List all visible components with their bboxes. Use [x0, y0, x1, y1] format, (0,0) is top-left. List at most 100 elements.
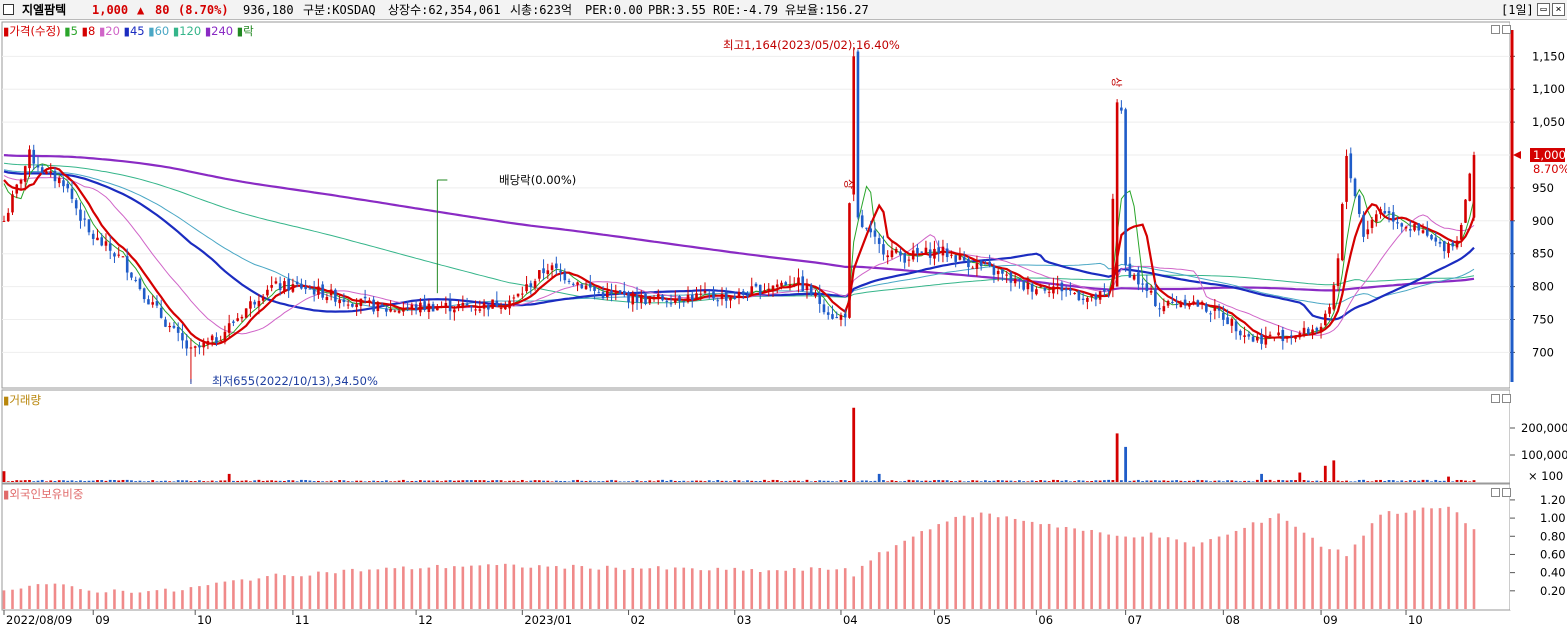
volume-bar	[1030, 480, 1034, 482]
candle-body	[210, 335, 214, 341]
volume-axis: 200,000 100,000 × 100	[1510, 421, 1567, 483]
volume-bar	[920, 480, 924, 482]
foreign-ratio-bar	[1396, 513, 1399, 609]
foreign-ratio-bar	[172, 591, 176, 609]
candle-body	[1166, 300, 1170, 306]
x-tick-label: 12	[418, 613, 433, 627]
period-selector[interactable]: [1일]	[1501, 3, 1534, 17]
candle-body	[903, 253, 906, 263]
close-icon[interactable]: ×	[1552, 3, 1565, 16]
volume-bar	[142, 481, 146, 482]
candle-body	[321, 284, 324, 298]
foreign-ratio-bar	[809, 567, 813, 609]
candle-body	[1264, 335, 1268, 345]
candle-body	[669, 303, 673, 305]
candle-body	[448, 300, 452, 312]
volume-bar	[1213, 480, 1217, 482]
panel-close-icon[interactable]	[1502, 488, 1511, 497]
volume-bar	[1319, 481, 1323, 482]
foreign-ratio-bar	[1353, 544, 1357, 609]
stock-chart[interactable]: 1,150 1,100 1,050 950 900 850 800 750 700 1,0008.…	[0, 20, 1567, 630]
candle-body	[635, 294, 639, 303]
volume-bar	[1051, 479, 1055, 482]
volume-bar	[1374, 480, 1378, 482]
volume-bar	[359, 480, 363, 482]
candle-body	[1315, 327, 1319, 331]
candle-body	[1103, 288, 1106, 292]
candle-body	[11, 194, 14, 213]
annotations: 최고1,164(2023/05/02),16.40% 최저655(2022/10/…	[190, 38, 1123, 388]
volume-bar	[724, 480, 728, 482]
candle-body	[270, 285, 273, 288]
candle-body	[1120, 107, 1123, 111]
candle-body	[1239, 330, 1242, 336]
foreign-ratio-bar	[1183, 542, 1187, 609]
volume-bar	[240, 480, 244, 482]
candle-body	[168, 325, 171, 328]
volume-bar	[1001, 480, 1004, 482]
volume-bar	[138, 480, 142, 482]
panel-minimize-icon[interactable]	[1491, 25, 1500, 34]
volume-unit-label: × 100	[1528, 469, 1563, 483]
volume-bar	[1009, 480, 1013, 482]
restore-icon[interactable]: ▭	[1537, 3, 1550, 16]
candle-body	[1387, 211, 1391, 214]
candle-body	[971, 267, 974, 269]
volume-bar	[559, 480, 562, 482]
x-tick-label: 10	[197, 613, 212, 627]
candle-body	[771, 285, 775, 290]
volume-bar	[270, 480, 274, 482]
candle-body	[848, 203, 851, 318]
current-price-tag-label: 1,000	[1533, 148, 1566, 162]
foreign-ratio-bar	[937, 524, 940, 609]
candle-body	[1086, 297, 1089, 302]
volume-bar	[1183, 481, 1187, 482]
volume-bar	[928, 480, 932, 482]
volume-bar	[996, 480, 1000, 482]
foreign-tick-label: 0.40	[1540, 566, 1566, 580]
current-price: 1,000	[92, 3, 129, 17]
candle-body	[1060, 282, 1064, 292]
volume-bar	[1013, 481, 1017, 482]
candle-body	[580, 284, 584, 289]
volume-bar	[503, 481, 507, 482]
candle-body	[1404, 227, 1408, 229]
volume-bar	[151, 480, 155, 482]
candle-body	[278, 283, 282, 291]
foreign-ratio-bar	[1387, 511, 1391, 609]
volume-bar	[865, 480, 868, 482]
panel-minimize-icon[interactable]	[1491, 488, 1500, 497]
candle-body	[767, 288, 771, 292]
foreign-ratio-bar	[852, 576, 856, 609]
volume-bar	[712, 481, 715, 482]
volume-bar	[546, 480, 550, 482]
candle-body	[550, 265, 554, 270]
volume-bar	[1357, 479, 1361, 482]
candle-body	[899, 251, 902, 256]
volume-bar	[215, 481, 218, 482]
volume-bar	[79, 480, 82, 482]
candle-body	[521, 293, 524, 295]
foreign-ratio-bar	[1090, 529, 1093, 609]
foreign-ratio-bar	[877, 552, 881, 609]
panel-close-icon[interactable]	[1502, 25, 1511, 34]
panel-close-icon[interactable]	[1502, 394, 1511, 403]
foreign-ratio-bar	[1311, 537, 1314, 609]
candle-body	[104, 241, 108, 246]
candle-body	[181, 333, 184, 341]
candle-body	[57, 177, 61, 184]
foreign-ratio-bar	[300, 576, 303, 609]
candle-body	[1069, 289, 1072, 291]
foreign-ratio-bar	[1039, 524, 1042, 609]
panel-minimize-icon[interactable]	[1491, 394, 1500, 403]
volume-bar	[992, 480, 996, 482]
foreign-ratio-bar	[283, 575, 286, 609]
volume-bar	[1294, 480, 1297, 482]
select-checkbox[interactable]	[3, 4, 14, 15]
candle-body	[1362, 214, 1365, 237]
foreign-ratio-bar	[792, 568, 796, 609]
volume-bar	[1400, 480, 1404, 482]
foreign-ratio-bar	[45, 584, 48, 609]
candle-body	[1039, 286, 1042, 288]
volume-bar	[117, 480, 121, 482]
